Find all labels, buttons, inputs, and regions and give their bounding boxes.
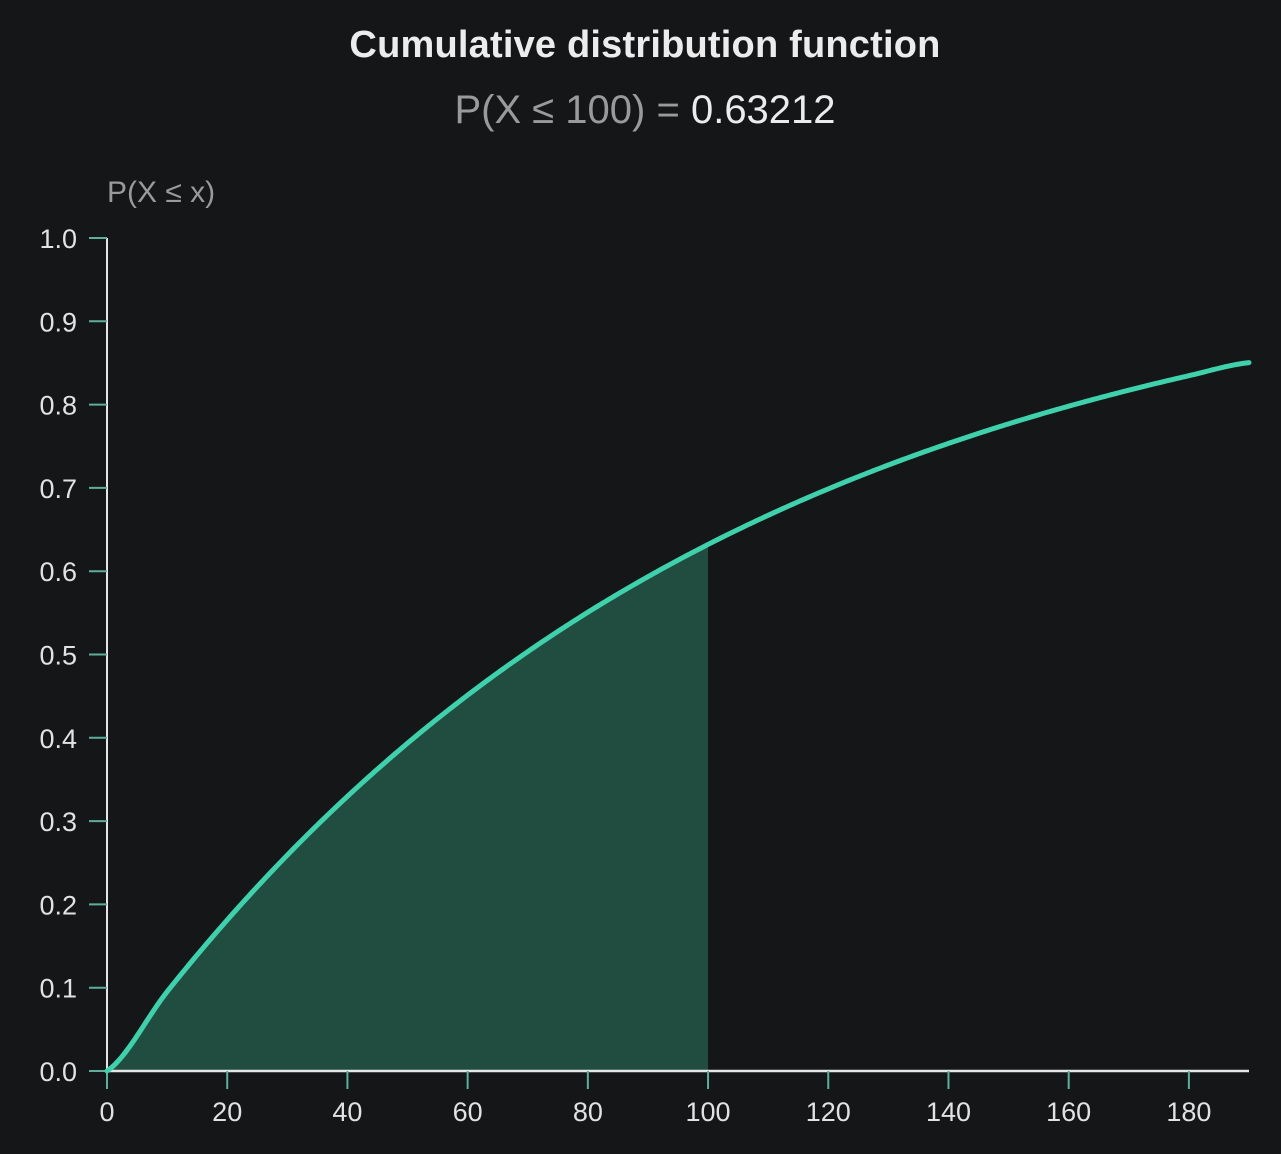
subtitle-value: 0.63212 — [690, 88, 836, 132]
y-tick-label: 0.6 — [39, 557, 77, 587]
x-tick-label: 60 — [453, 1097, 483, 1127]
y-tick-label: 0.7 — [39, 474, 77, 504]
y-tick-label: 0.2 — [39, 890, 77, 920]
y-tick-label: 0.5 — [39, 641, 77, 671]
y-axis-label: P(X ≤ x) — [107, 176, 215, 209]
y-tick-label: 0.9 — [39, 307, 77, 337]
chart-title: Cumulative distribution function — [349, 24, 941, 66]
y-tick-label: 0.0 — [39, 1057, 77, 1087]
y-tick-label: 0.4 — [39, 724, 77, 754]
y-ticks: 0.0 0.1 0.2 0.3 0.4 0.5 0.6 0.7 0.8 0.9 1.0 — [39, 224, 107, 1087]
y-tick-label: 0.1 — [39, 974, 77, 1004]
chart-subtitle: P(X ≤ 100) = 0.63212 — [0, 88, 1281, 133]
cdf-line — [104, 360, 1252, 1074]
y-tick-label: 0.3 — [39, 807, 77, 837]
shaded-area — [107, 544, 709, 1071]
x-tick-label: 80 — [573, 1097, 603, 1127]
y-tick-label: 0.8 — [39, 391, 77, 421]
x-tick-label: 100 — [686, 1097, 731, 1127]
x-tick-label: 0 — [99, 1097, 114, 1127]
x-ticks: 0 20 40 60 80 100 120 140 160 180 — [99, 1071, 1211, 1127]
x-tick-label: 120 — [806, 1097, 851, 1127]
x-tick-label: 40 — [332, 1097, 362, 1127]
x-tick-label: 20 — [212, 1097, 242, 1127]
x-tick-label: 180 — [1166, 1097, 1211, 1127]
x-tick-label: 160 — [1046, 1097, 1091, 1127]
y-tick-label: 1.0 — [39, 224, 77, 254]
x-tick-label: 140 — [926, 1097, 971, 1127]
subtitle-prefix: P(X ≤ 100) = — [454, 88, 691, 132]
